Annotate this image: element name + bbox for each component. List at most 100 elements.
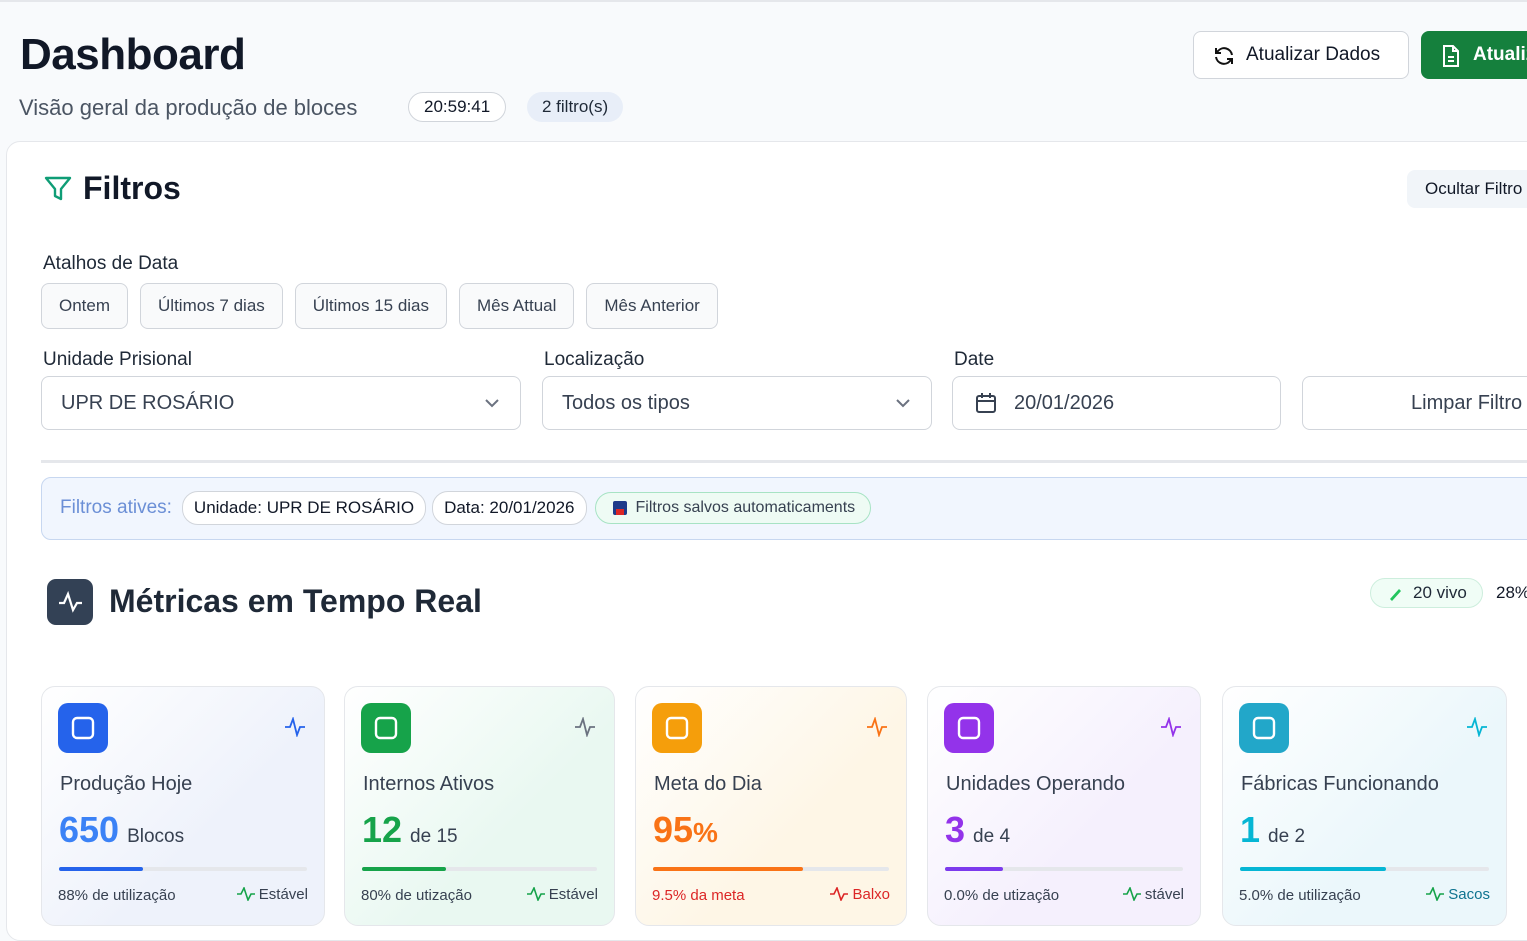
card-footer: 9.5% da meta	[652, 887, 745, 904]
card-value: 12	[362, 809, 403, 850]
shortcut-chip[interactable]: Ontem	[41, 283, 129, 329]
button-label: Atualiz	[1473, 44, 1527, 65]
saved-note: Filtros salvos automaticaments	[594, 492, 872, 524]
status-icon	[526, 885, 545, 903]
field-value: UPR DE ROSÁRIO	[61, 391, 235, 414]
card-icon	[361, 703, 411, 753]
card-icon	[58, 703, 108, 753]
status-icon	[830, 885, 849, 903]
clock: 20:59:41	[408, 92, 507, 122]
progress-bar	[1240, 867, 1386, 871]
calendar-icon	[976, 393, 996, 413]
shortcut-chip[interactable]: Últimos 7 dias	[140, 283, 283, 329]
shortcuts-label: Atalhos de Data	[43, 253, 179, 274]
status-text: Estável	[258, 886, 308, 903]
card-value-row: 95%	[653, 809, 718, 851]
filters-title: Filtros	[83, 170, 181, 206]
card-unit: de 15	[410, 826, 458, 847]
card-value: 95	[653, 809, 694, 850]
field-input[interactable]: 20/01/2026	[952, 376, 1281, 430]
status-text: Sacos	[1448, 886, 1490, 903]
button-label: Limpar Filtro	[1411, 391, 1523, 414]
card-footer: 88% de utilização	[58, 887, 176, 904]
progress-bar	[945, 867, 1003, 871]
progress-bar	[59, 867, 143, 871]
shortcuts: Ontem Últimos 7 dias Últimos 15 dias Mês At…	[41, 283, 718, 329]
page-subtitle: Visão geral da produção de bloces	[19, 95, 358, 120]
card-footer: 80% de utização	[361, 887, 472, 904]
card-value-row: 12 de 15	[362, 809, 458, 851]
metrics-icon	[47, 579, 93, 625]
field-label: Date	[954, 349, 995, 370]
top-border	[0, 0, 1527, 2]
progress-track	[945, 867, 1183, 871]
divider	[41, 460, 1527, 463]
trend-icon	[867, 717, 887, 737]
live-text: 20 vivo	[1413, 583, 1467, 602]
trend-icon	[1161, 717, 1181, 737]
progress-bar	[653, 867, 803, 871]
page-title: Dashboard	[20, 30, 246, 79]
clear-button[interactable]: Limpar Filtro	[1302, 376, 1527, 430]
field-input[interactable]: Todos os tipos	[542, 376, 932, 430]
trend-icon	[575, 717, 595, 737]
save-icon	[612, 501, 627, 515]
filter-count: 2 filtro(s)	[527, 92, 624, 122]
hide-filters-button[interactable]: Ocultar Filtro	[1407, 170, 1527, 208]
card-title: Unidades Operando	[946, 773, 1126, 795]
card-icon	[652, 703, 702, 753]
metric-card: Unidades Operando 3 de 4 0.0% de utização st…	[927, 686, 1201, 926]
refresh-button[interactable]: Atualizar Dados	[1193, 31, 1409, 79]
status-text: Balxo	[852, 886, 890, 903]
card-icon	[1239, 703, 1289, 753]
status-text: Estável	[548, 886, 598, 903]
metric-card: Internos Ativos 12 de 15 80% de utização Est…	[344, 686, 615, 926]
progress-bar	[362, 867, 446, 871]
card-value: 650	[59, 809, 120, 850]
card-status: Balxo	[829, 885, 890, 903]
shortcut-chip[interactable]: Últimos 15 dias	[294, 283, 448, 329]
card-title: Internos Ativos	[363, 773, 495, 795]
card-status: Estável	[526, 885, 598, 903]
card-unit: Blocos	[127, 826, 185, 847]
active-chip: Unidade: UPR DE ROSÁRIO	[181, 491, 427, 525]
status-icon	[236, 885, 255, 903]
status-text: stável	[1144, 886, 1184, 903]
card-status: Sacos	[1425, 885, 1490, 903]
field-value: 20/01/2026	[1014, 391, 1115, 414]
card-icon	[944, 703, 994, 753]
card-value: 3	[945, 809, 966, 850]
chevron	[485, 399, 499, 408]
report-button[interactable]: Atualiz	[1421, 31, 1527, 79]
progress-track	[59, 867, 307, 871]
progress-track	[362, 867, 597, 871]
card-unit: de 4	[973, 826, 1011, 847]
card-title: Fábricas Funcionando	[1241, 773, 1439, 795]
shortcut-chip[interactable]: Mês Anterior	[586, 283, 718, 329]
filter-icon	[44, 176, 72, 201]
metric-card: Produção Hoje 650 Blocos 88% de utilização E…	[41, 686, 325, 926]
button-label: Atualizar Dados	[1246, 44, 1381, 65]
trend-icon	[1467, 717, 1487, 737]
card-footer: 0.0% de utização	[944, 887, 1060, 904]
field-label: Unidade Prisional	[43, 349, 192, 370]
live-badge: 20 vivo	[1370, 578, 1483, 608]
active-label: Filtros atives:	[60, 497, 172, 518]
card-status: stável	[1122, 885, 1184, 903]
live-percent: 28%	[1496, 583, 1527, 602]
trend-icon	[285, 717, 305, 737]
card-unit: de 2	[1268, 826, 1306, 847]
saved-text: Filtros salvos automaticaments	[635, 499, 856, 516]
field-value: Todos os tipos	[562, 391, 690, 414]
field-input[interactable]: UPR DE ROSÁRIO	[41, 376, 521, 430]
field-label: Localização	[544, 349, 645, 370]
shortcut-chip[interactable]: Mês Attual	[459, 283, 575, 329]
active-filters-row: Filtros atives: Unidade: UPR DE ROSÁRIO D…	[60, 491, 872, 525]
active-chip: Data: 20/01/2026	[432, 491, 587, 525]
chevron	[896, 399, 910, 408]
card-footer: 5.0% de utilização	[1239, 887, 1361, 904]
status-icon	[1122, 885, 1141, 903]
card-status: Estável	[236, 885, 308, 903]
card-value: 1	[1240, 809, 1261, 850]
